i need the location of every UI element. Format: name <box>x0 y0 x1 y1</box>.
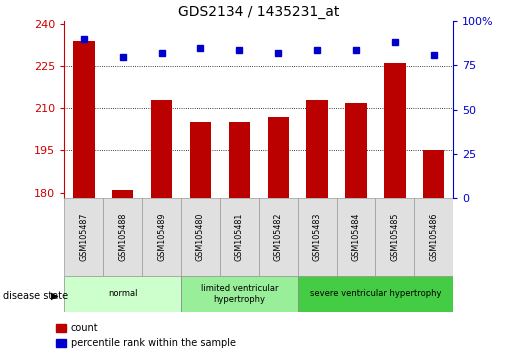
Text: GSM105489: GSM105489 <box>157 213 166 262</box>
Legend: count, percentile rank within the sample: count, percentile rank within the sample <box>56 324 236 348</box>
FancyBboxPatch shape <box>414 198 453 276</box>
Text: severe ventricular hypertrophy: severe ventricular hypertrophy <box>310 289 441 298</box>
Text: GSM105484: GSM105484 <box>352 213 360 261</box>
Bar <box>423 150 444 198</box>
Text: GSM105485: GSM105485 <box>390 213 399 262</box>
Text: GSM105483: GSM105483 <box>313 213 321 261</box>
FancyBboxPatch shape <box>298 198 337 276</box>
FancyBboxPatch shape <box>337 198 375 276</box>
FancyBboxPatch shape <box>181 198 220 276</box>
FancyBboxPatch shape <box>142 198 181 276</box>
Bar <box>345 103 367 198</box>
Bar <box>229 122 250 198</box>
Text: GSM105487: GSM105487 <box>79 213 88 262</box>
Text: normal: normal <box>108 289 138 298</box>
Title: GDS2134 / 1435231_at: GDS2134 / 1435231_at <box>178 5 339 19</box>
FancyBboxPatch shape <box>298 276 453 312</box>
Text: GSM105488: GSM105488 <box>118 213 127 261</box>
Bar <box>151 100 173 198</box>
FancyBboxPatch shape <box>375 198 414 276</box>
FancyBboxPatch shape <box>220 198 259 276</box>
FancyBboxPatch shape <box>259 198 298 276</box>
FancyBboxPatch shape <box>64 276 181 312</box>
FancyBboxPatch shape <box>181 276 298 312</box>
Text: limited ventricular
hypertrophy: limited ventricular hypertrophy <box>201 284 278 303</box>
Bar <box>267 117 289 198</box>
Text: ▶: ▶ <box>50 291 58 301</box>
Bar <box>73 41 95 198</box>
Text: GSM105480: GSM105480 <box>196 213 205 261</box>
Text: GSM105481: GSM105481 <box>235 213 244 261</box>
FancyBboxPatch shape <box>64 198 103 276</box>
Text: GSM105486: GSM105486 <box>430 213 438 261</box>
Bar <box>306 100 328 198</box>
Bar <box>384 63 406 198</box>
Bar <box>112 190 133 198</box>
Text: GSM105482: GSM105482 <box>274 213 283 262</box>
FancyBboxPatch shape <box>103 198 142 276</box>
Bar <box>190 122 211 198</box>
Text: disease state: disease state <box>3 291 67 301</box>
